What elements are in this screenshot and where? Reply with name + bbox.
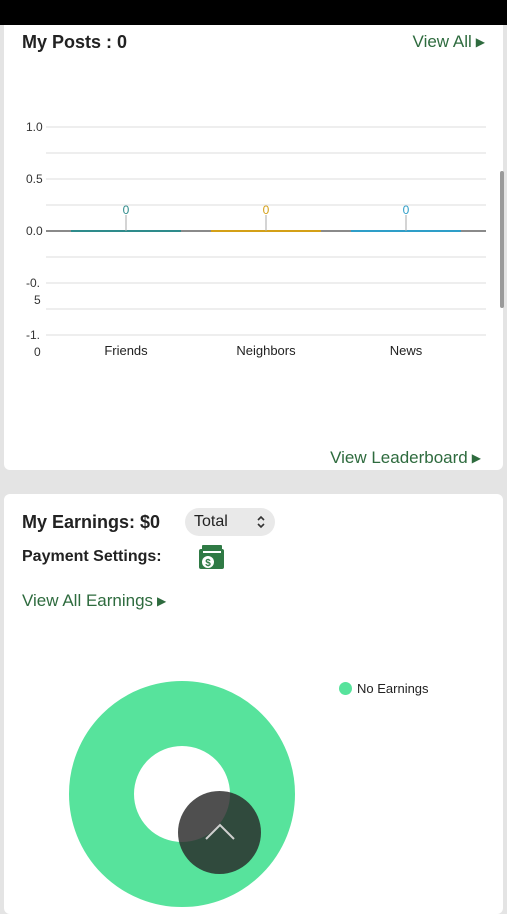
legend-label: No Earnings bbox=[357, 681, 429, 696]
payment-settings-label: Payment Settings: bbox=[22, 548, 162, 565]
category-label: Neighbors bbox=[236, 343, 296, 358]
y-tick-label: -0. 5 bbox=[26, 276, 41, 307]
wallet-dollar-icon[interactable]: $ bbox=[198, 544, 225, 571]
view-all-label: View All bbox=[412, 32, 472, 51]
y-tick-label: 0.5 bbox=[26, 172, 43, 186]
view-leaderboard-label: View Leaderboard bbox=[330, 448, 468, 467]
category-label: News bbox=[390, 343, 423, 358]
view-all-posts-link[interactable]: View All ▶ bbox=[413, 32, 485, 52]
y-tick-label: -1. 0 bbox=[26, 328, 41, 359]
earnings-title: My Earnings: $0 bbox=[22, 512, 161, 532]
period-select[interactable]: Total bbox=[185, 508, 275, 536]
category-label: Friends bbox=[104, 343, 148, 358]
play-arrow-icon: ▶ bbox=[475, 35, 485, 49]
posts-card: My Posts : 0 View All ▶ -1. 0 -0. 5 0.0 0.5 1.0… bbox=[4, 25, 504, 470]
data-label: 0 bbox=[403, 203, 410, 217]
y-tick-label: 0.0 bbox=[26, 224, 43, 238]
posts-title: My Posts : 0 bbox=[22, 32, 128, 52]
posts-bar-chart: -1. 0 -0. 5 0.0 0.5 1.0 0 Friends 0 Neighbors 0 News bbox=[26, 120, 486, 359]
earnings-donut-chart bbox=[69, 681, 295, 907]
chevron-up-down-icon bbox=[257, 515, 265, 529]
scrollbar[interactable] bbox=[500, 171, 504, 308]
play-arrow-icon: ▶ bbox=[471, 451, 481, 465]
data-label: 0 bbox=[263, 203, 270, 217]
donut-ring bbox=[69, 681, 295, 907]
view-leaderboard-link[interactable]: View Leaderboard ▶ bbox=[330, 448, 481, 468]
period-select-value: Total bbox=[194, 513, 228, 530]
earnings-card: My Earnings: $0 Total Payment Settings: … bbox=[4, 494, 503, 914]
chevron-up-icon bbox=[205, 823, 235, 840]
svg-text:$: $ bbox=[205, 558, 211, 569]
data-label: 0 bbox=[123, 203, 130, 217]
view-all-earnings-link[interactable]: View All Earnings ▶ bbox=[22, 591, 166, 611]
legend-dot bbox=[339, 682, 352, 695]
y-tick-label: 1.0 bbox=[26, 120, 43, 134]
scroll-to-top-button[interactable] bbox=[178, 791, 261, 874]
view-all-earnings-label: View All Earnings bbox=[22, 591, 154, 610]
play-arrow-icon: ▶ bbox=[157, 594, 167, 608]
earnings-legend: No Earnings bbox=[339, 681, 429, 696]
status-bar bbox=[0, 0, 507, 25]
